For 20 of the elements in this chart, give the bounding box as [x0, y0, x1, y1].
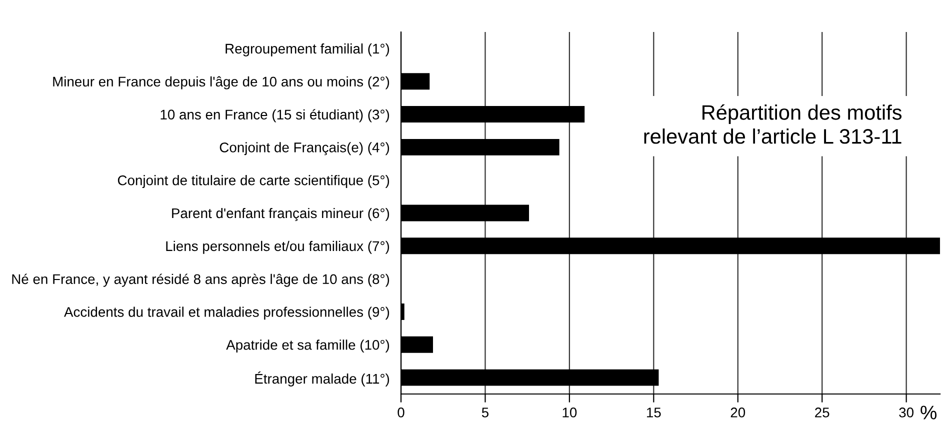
x-tick-label: 20	[730, 408, 746, 418]
y-tick-label: Parent d'enfant français mineur (6°)	[172, 208, 390, 221]
y-tick-label: Étranger malade (11°)	[255, 372, 390, 386]
text: Répartition des motifs relevant de l’article L 313-11	[644, 104, 902, 144]
y-tick-label: Conjoint de titulaire de carte scientifique (5°)	[118, 175, 390, 188]
y-tick-label: 10 ans en France (15 si étudiant) (3°)	[160, 109, 390, 122]
x-tick-label: 10	[562, 408, 577, 418]
y-tick-label: Liens personnels et/ou familiaux (7°)	[166, 240, 390, 254]
y-tick-label: Mineur en France depuis l'âge de 10 ans ou moins (2°)	[53, 76, 390, 90]
x-axis-title: %	[920, 406, 937, 420]
x-tick-label: 30	[899, 408, 914, 418]
x-tick-label: 0	[398, 408, 404, 418]
y-tick-label: Conjoint de Français(e) (4°)	[220, 142, 390, 156]
x-tick-label: 15	[646, 408, 661, 418]
y-tick-label: Regroupement familial (1°)	[226, 43, 390, 56]
x-tick-label: 25	[815, 408, 830, 418]
y-tick-label: Accidents du travail et maladies professionnelles (9°)	[64, 306, 390, 320]
y-tick-label: Né en France, y ayant résidé 8 ans après l'âge de 10 ans (8°)	[12, 274, 390, 287]
x-tick-label: 5	[482, 408, 488, 418]
y-tick-label: Apatride et sa famille (10°)	[226, 340, 390, 353]
